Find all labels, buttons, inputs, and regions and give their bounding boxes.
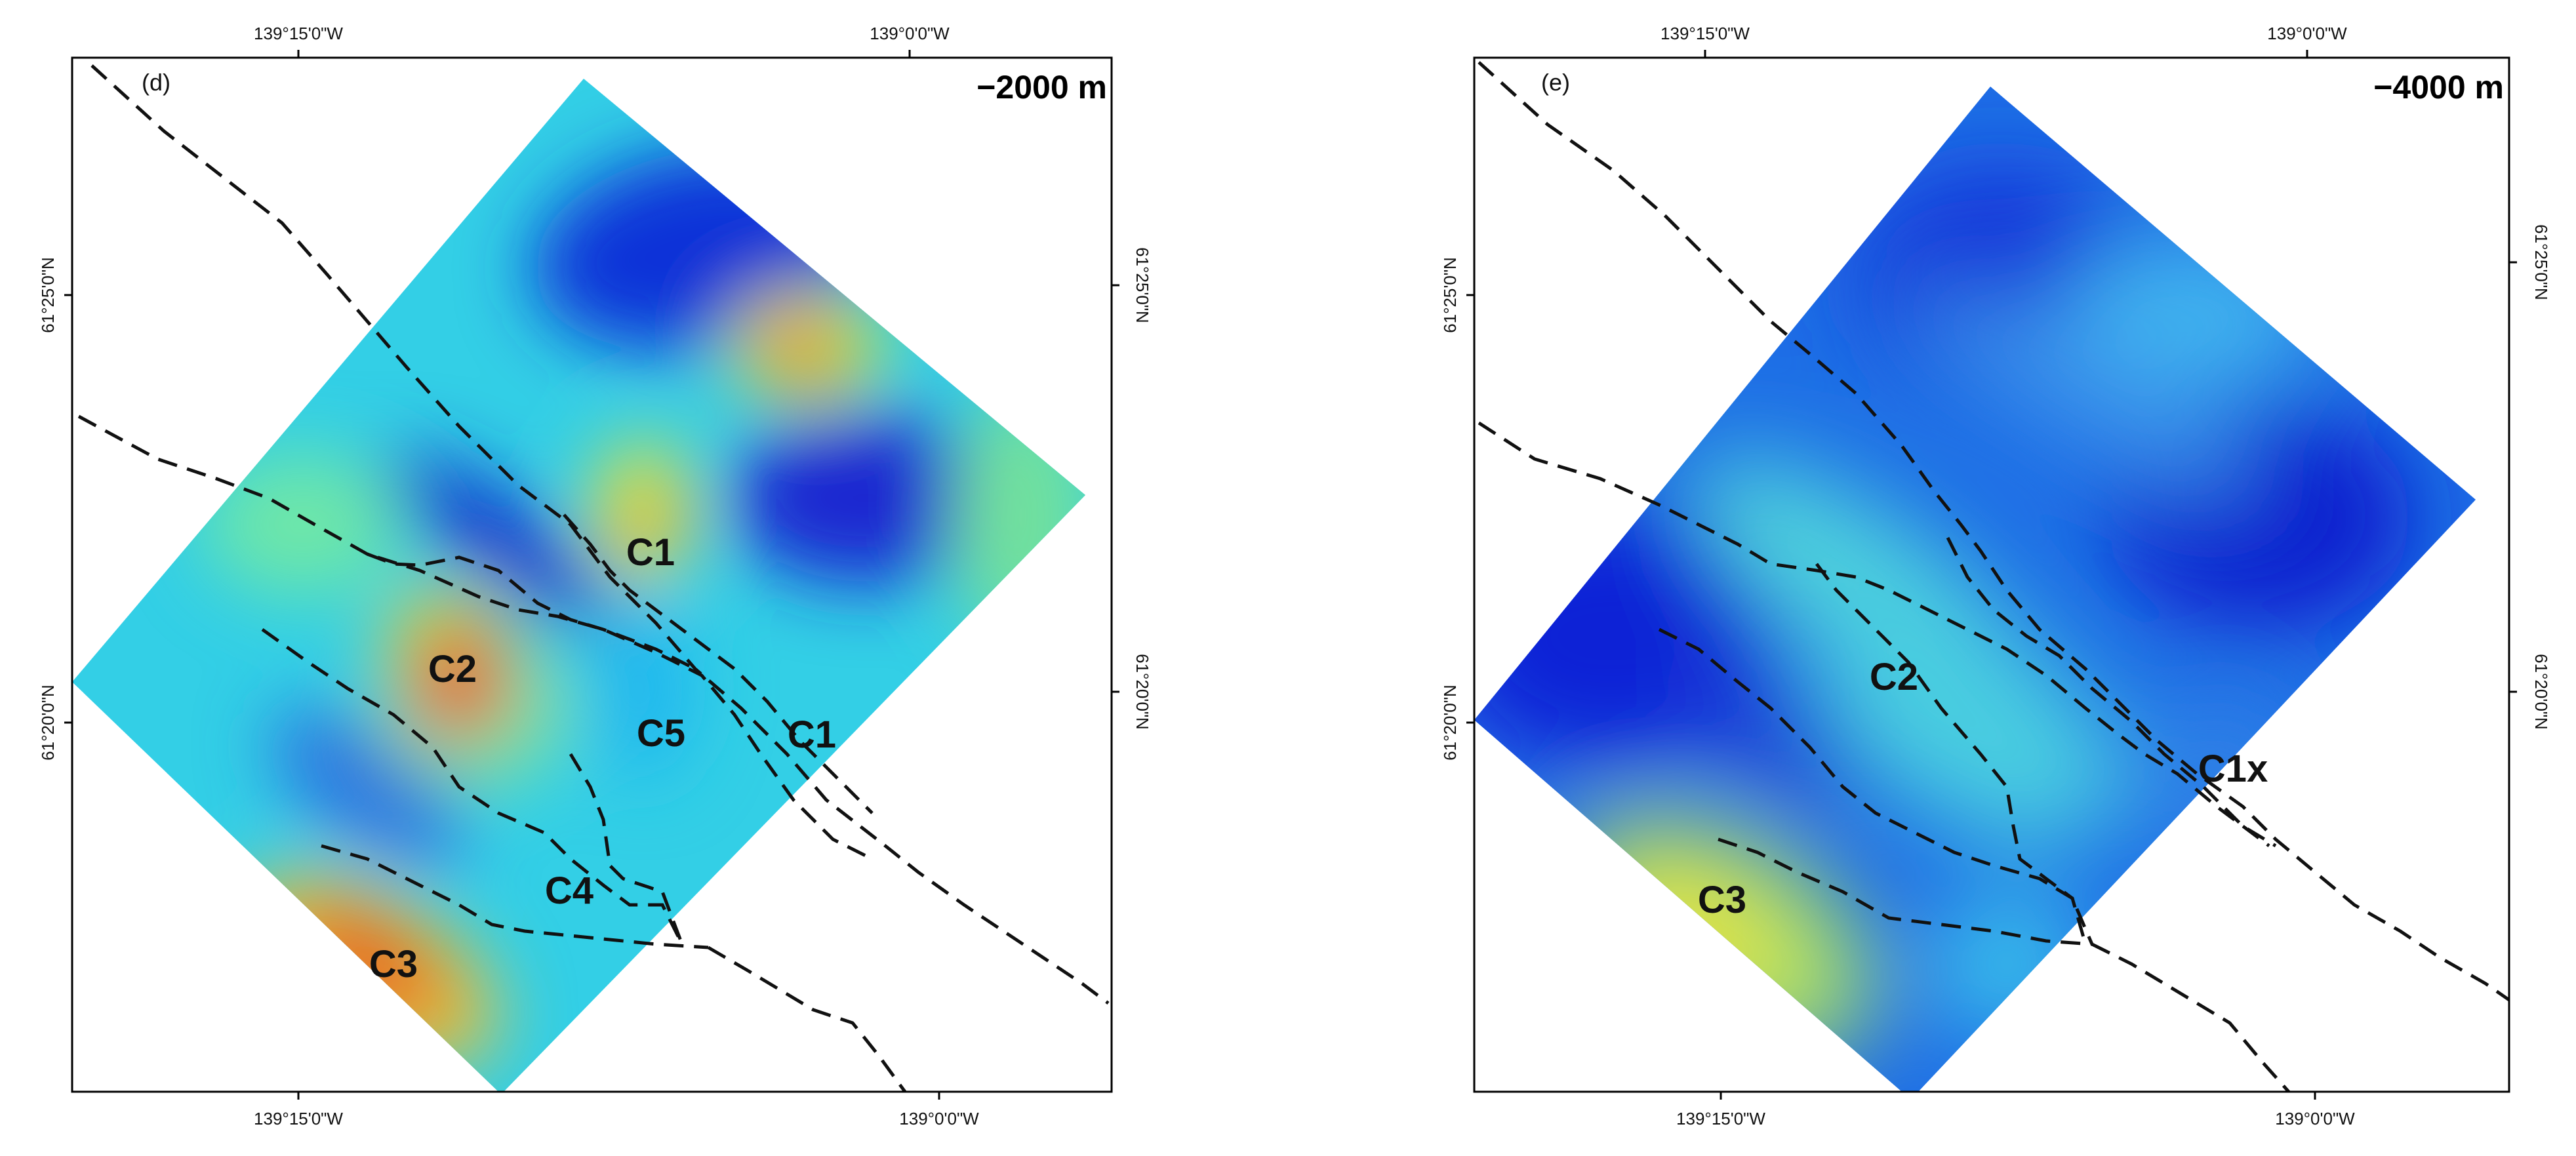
panel-d: 139°15'0"W 139°0'0"W 139°15'0"W 139°0'0"… xyxy=(38,24,1152,1128)
zone-label-c4-d: C4 xyxy=(545,869,594,912)
fault-lines-e xyxy=(1478,61,2509,1092)
zone-label-c2-e: C2 xyxy=(1870,656,1918,698)
fault-lines-d xyxy=(77,64,1110,1092)
depth-label-e: −4000 m xyxy=(2373,69,2504,106)
zone-label-c5-d: C5 xyxy=(637,712,685,755)
bottom-tick-label-e-2: 139°0'0"W xyxy=(2275,1109,2355,1128)
zone-label-c1-upper-d: C1 xyxy=(626,531,675,574)
bottom-tick-label-d-1: 139°15'0"W xyxy=(254,1109,343,1128)
top-tick-label-e-2: 139°0'0"W xyxy=(2267,24,2347,43)
left-tick-label-e-1: 61°25'0"N xyxy=(1440,257,1460,333)
anomaly-map-e xyxy=(1474,87,2476,1092)
right-tick-label-d-2: 61°20'0"N xyxy=(1133,654,1152,730)
map-frame-e xyxy=(1473,56,2510,1093)
left-tick-label-d-2: 61°20'0"N xyxy=(38,685,58,761)
top-tick-label-d-1: 139°15'0"W xyxy=(254,24,343,43)
right-tick-label-e-1: 61°25'0"N xyxy=(2531,224,2551,300)
zone-label-c2-d: C2 xyxy=(428,648,477,690)
left-tick-label-e-2: 61°20'0"N xyxy=(1440,685,1460,761)
panel-e: 139°15'0"W 139°0'0"W 139°15'0"W 139°0'0"… xyxy=(1440,24,2551,1128)
zone-label-c3-e: C3 xyxy=(1698,879,1746,921)
zone-label-c1x-e: C1x xyxy=(2198,747,2268,790)
frame-ticks-e xyxy=(1466,50,2517,1100)
map-frame-d xyxy=(71,56,1113,1093)
bottom-tick-label-e-1: 139°15'0"W xyxy=(1676,1109,1765,1128)
right-tick-label-d-1: 61°25'0"N xyxy=(1133,247,1152,323)
bottom-tick-label-d-2: 139°0'0"W xyxy=(899,1109,979,1128)
zone-label-c1-lower-d: C1 xyxy=(788,713,836,756)
anomaly-map-d xyxy=(72,79,1085,1092)
zone-label-c3-d: C3 xyxy=(369,943,418,986)
right-tick-label-e-2: 61°20'0"N xyxy=(2531,654,2551,730)
top-tick-label-e-1: 139°15'0"W xyxy=(1660,24,1750,43)
panel-letter-d: (d) xyxy=(142,69,171,96)
left-tick-label-d-1: 61°25'0"N xyxy=(38,257,58,333)
depth-label-d: −2000 m xyxy=(976,69,1107,106)
top-tick-label-d-2: 139°0'0"W xyxy=(870,24,950,43)
panel-letter-e: (e) xyxy=(1541,69,1570,96)
frame-ticks-d xyxy=(64,50,1119,1100)
